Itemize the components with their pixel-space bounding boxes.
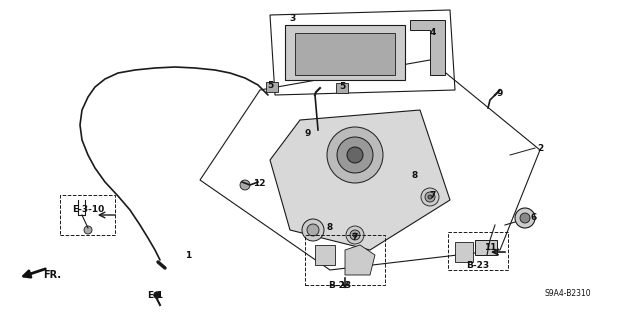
Circle shape <box>327 127 383 183</box>
Text: 8: 8 <box>327 223 333 233</box>
Text: S9A4-B2310: S9A4-B2310 <box>545 289 591 298</box>
Bar <box>315 245 335 265</box>
Text: 9: 9 <box>497 89 503 98</box>
Text: 3: 3 <box>289 13 295 22</box>
Polygon shape <box>345 245 375 275</box>
Bar <box>455 242 473 262</box>
Polygon shape <box>270 110 450 250</box>
Bar <box>60 195 115 235</box>
Text: 8: 8 <box>412 171 418 180</box>
Circle shape <box>428 195 432 199</box>
Text: 6: 6 <box>531 212 537 221</box>
Text: 11: 11 <box>484 243 496 252</box>
Text: 2: 2 <box>537 143 543 153</box>
Bar <box>266 82 278 92</box>
Circle shape <box>421 188 439 206</box>
Text: 5: 5 <box>267 81 273 90</box>
Text: FR.: FR. <box>43 270 61 280</box>
Bar <box>295 33 395 75</box>
Circle shape <box>307 224 319 236</box>
Bar <box>336 83 348 93</box>
Circle shape <box>347 147 363 163</box>
Circle shape <box>515 208 535 228</box>
Text: 4: 4 <box>430 28 436 36</box>
Text: 12: 12 <box>253 179 265 188</box>
Polygon shape <box>410 20 445 75</box>
Text: B-23: B-23 <box>328 281 351 290</box>
Circle shape <box>353 233 357 237</box>
Text: 7: 7 <box>352 233 358 242</box>
Text: 5: 5 <box>339 82 345 91</box>
Bar <box>305 235 385 285</box>
Text: 7: 7 <box>430 190 436 199</box>
Text: E-3-10: E-3-10 <box>72 205 104 214</box>
Circle shape <box>337 137 373 173</box>
Circle shape <box>240 180 250 190</box>
Circle shape <box>425 192 435 202</box>
Text: E-1: E-1 <box>147 292 163 300</box>
Text: 9: 9 <box>305 129 311 138</box>
Bar <box>475 240 497 255</box>
Circle shape <box>154 292 160 298</box>
Circle shape <box>346 226 364 244</box>
Bar <box>448 232 508 270</box>
Circle shape <box>302 219 324 241</box>
Circle shape <box>84 226 92 234</box>
Text: B-23: B-23 <box>467 260 490 269</box>
Text: 1: 1 <box>185 251 191 260</box>
Circle shape <box>350 230 360 240</box>
Circle shape <box>520 213 530 223</box>
Bar <box>285 25 405 80</box>
